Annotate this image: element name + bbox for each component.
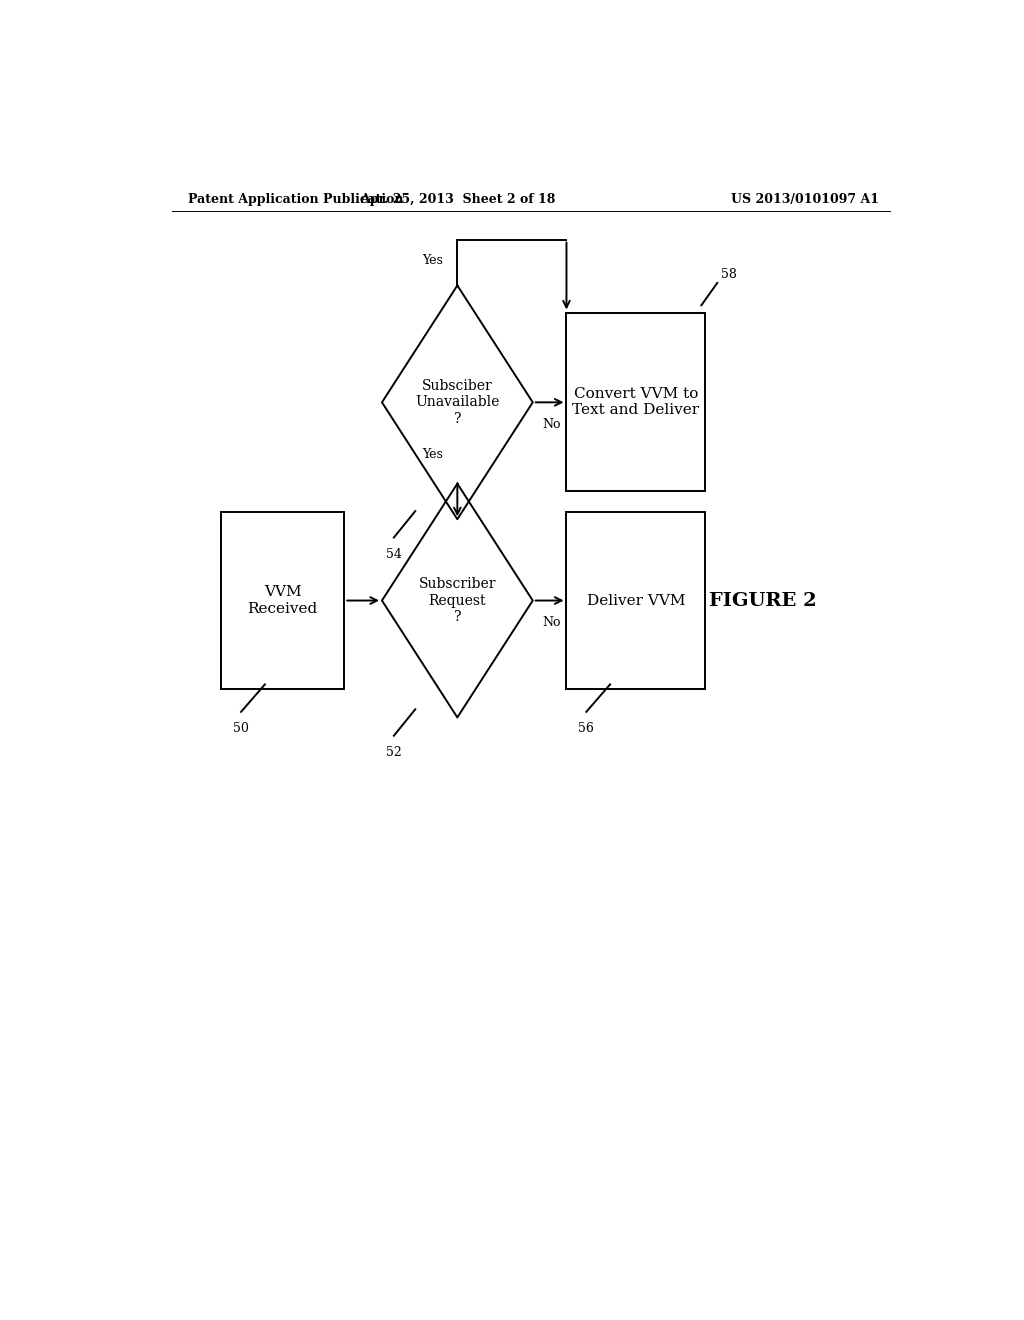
Text: Apr. 25, 2013  Sheet 2 of 18: Apr. 25, 2013 Sheet 2 of 18 <box>359 193 555 206</box>
Bar <box>566 313 706 491</box>
Text: Yes: Yes <box>422 255 443 267</box>
Polygon shape <box>382 285 532 519</box>
Text: Patent Application Publication: Patent Application Publication <box>187 193 403 206</box>
Text: Yes: Yes <box>422 449 443 461</box>
Text: 50: 50 <box>233 722 249 735</box>
Text: US 2013/0101097 A1: US 2013/0101097 A1 <box>731 193 880 206</box>
Bar <box>221 512 344 689</box>
Text: Convert VVM to
Text and Deliver: Convert VVM to Text and Deliver <box>572 387 699 417</box>
Bar <box>566 512 706 689</box>
Text: 54: 54 <box>386 548 401 561</box>
Text: 52: 52 <box>386 747 401 759</box>
Text: 58: 58 <box>721 268 737 281</box>
Text: Subsciber
Unavailable
?: Subsciber Unavailable ? <box>415 379 500 425</box>
Text: 56: 56 <box>579 722 594 735</box>
Polygon shape <box>382 483 532 718</box>
Text: VVM
Received: VVM Received <box>248 586 317 615</box>
Text: No: No <box>543 616 561 630</box>
Text: FIGURE 2: FIGURE 2 <box>709 591 817 610</box>
Text: No: No <box>543 418 561 432</box>
Text: Deliver VVM: Deliver VVM <box>587 594 685 607</box>
Text: Subscriber
Request
?: Subscriber Request ? <box>419 577 496 624</box>
